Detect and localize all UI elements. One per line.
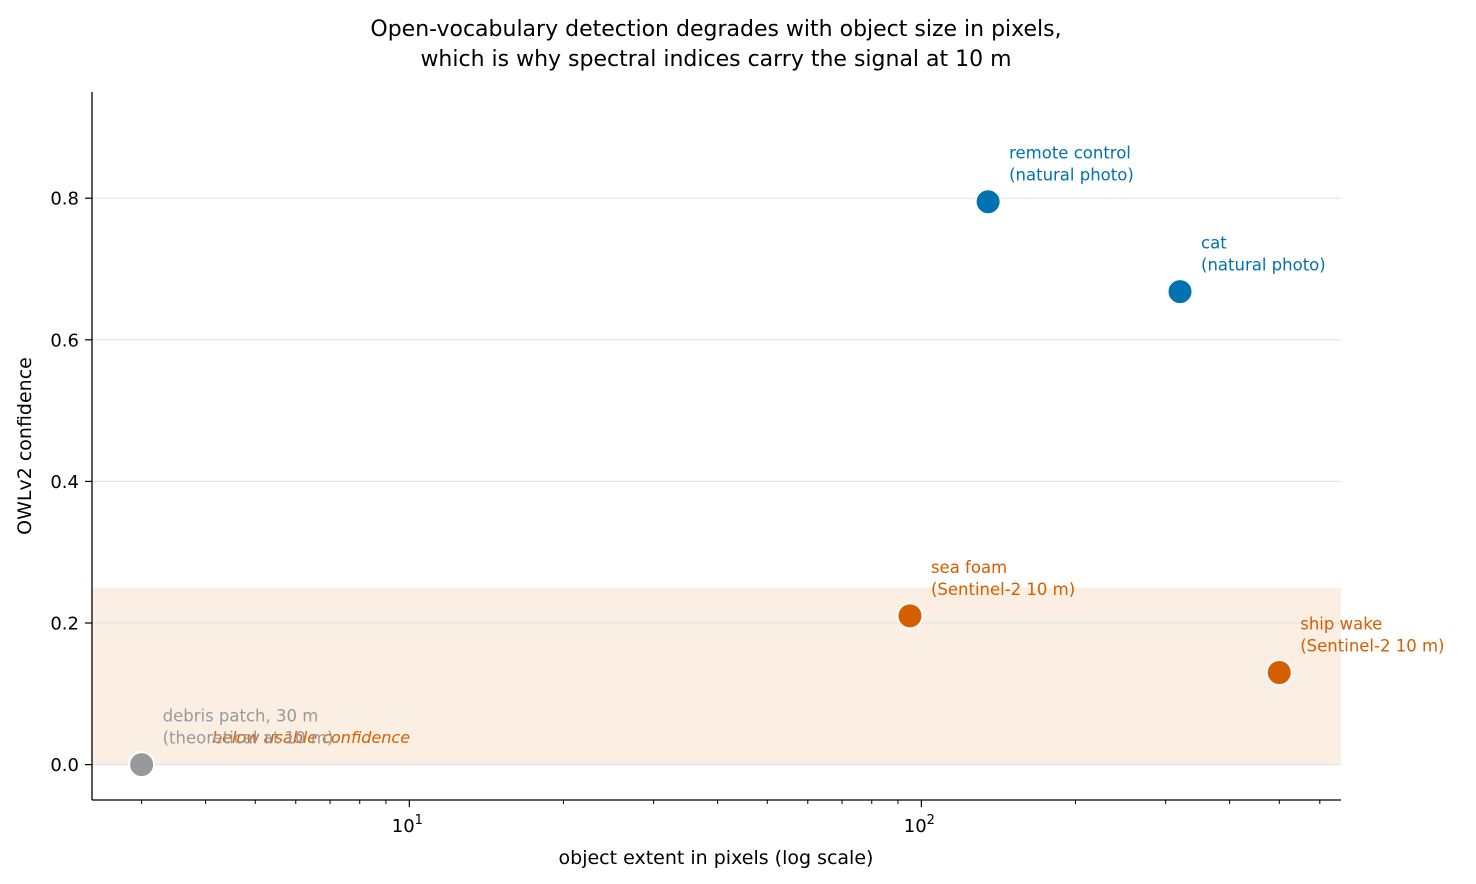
y-axis-ticks: 0.0 0.2 0.4 0.6 0.8 <box>50 189 92 776</box>
data-point <box>974 188 1002 216</box>
chart-title-line-1: Open-vocabulary detection degrades with … <box>370 17 1061 42</box>
data-point <box>896 602 924 630</box>
y-axis-label: OWLv2 confidence <box>14 357 36 535</box>
x-tick-label: 101 <box>392 813 423 837</box>
y-gridlines <box>92 197 1341 766</box>
chart-title-line-2: which is why spectral indices carry the … <box>420 47 1011 72</box>
data-point <box>1265 659 1293 687</box>
point-label-name: ship wake <box>1300 615 1382 634</box>
data-points: remote control (natural photo) cat (natural… <box>128 144 1444 779</box>
point-label-name: cat <box>1201 234 1227 253</box>
point-label-sub: (natural photo) <box>1009 166 1134 185</box>
point-label-name: sea foam <box>931 558 1007 577</box>
point-label-sub: (Sentinel-2 10 m) <box>931 580 1075 599</box>
point-label-name: debris patch, 30 m <box>163 707 319 726</box>
low-confidence-band <box>93 587 1341 765</box>
x-tick-label: 102 <box>904 813 935 837</box>
y-tick-label: 0.2 <box>50 614 79 635</box>
y-tick-label: 0.8 <box>50 189 79 210</box>
point-label-sub: (Sentinel-2 10 m) <box>1300 637 1444 656</box>
band-label: below usable confidence <box>212 728 410 747</box>
point-label-name: remote control <box>1009 144 1131 163</box>
point-label-sub: (theoretical at 10 m) <box>163 729 334 748</box>
data-point <box>1166 278 1194 306</box>
data-point <box>128 751 156 779</box>
y-tick-label: 0.0 <box>50 755 79 776</box>
y-tick-label: 0.4 <box>50 472 79 493</box>
point-label-sub: (natural photo) <box>1201 256 1326 275</box>
y-tick-label: 0.6 <box>50 330 79 351</box>
x-axis-label: object extent in pixels (log scale) <box>559 847 874 869</box>
x-axis-ticks: 101 102 <box>141 800 1321 837</box>
